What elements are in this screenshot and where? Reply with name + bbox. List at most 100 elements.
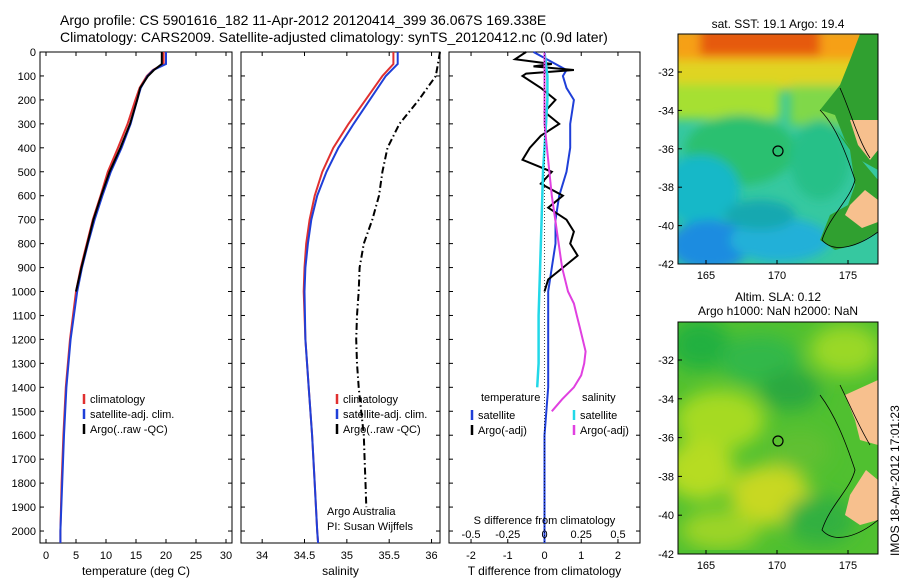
x-tick-label: 34	[256, 550, 268, 562]
y-tick-label: 200	[18, 95, 36, 107]
x-tick-label: 1	[578, 550, 584, 562]
sla-argo-location-marker	[772, 435, 784, 447]
x-axis-label: salinity	[322, 564, 359, 578]
sst-map-land	[850, 120, 878, 160]
legend-label: Argo(..raw -QC)	[343, 424, 421, 436]
series-line-difference-3	[543, 52, 587, 412]
y-tick-label: 0	[30, 47, 36, 59]
panel-frame-salinity	[240, 51, 441, 544]
map-x-tick-label: 165	[697, 560, 715, 572]
legend-label: Argo(-adj)	[478, 425, 527, 437]
top-scale-tick-label: -0.25	[495, 529, 520, 541]
legend-heading-salinity: salinity	[582, 392, 616, 404]
legend-heading-temperature: temperature	[481, 392, 540, 404]
sla-map-title-line2: Argo h1000: NaN h2000: NaN	[697, 304, 859, 318]
sla-map-axes: 165 170 175 -32 -34 -36 -38 -40 -42	[658, 355, 857, 572]
sst-map	[678, 34, 878, 264]
series-line-salinity-1	[303, 52, 399, 544]
map-y-tick-label: -32	[658, 67, 674, 79]
profile-title: Argo profile: CS 5901616_182 11-Apr-2012…	[60, 12, 547, 28]
y-tick-label: 1100	[12, 310, 36, 322]
y-tick-label: 1500	[12, 406, 36, 418]
map-x-tick-label: 175	[839, 270, 857, 282]
x-tick-label: 25	[190, 550, 202, 562]
y-tick-label: 300	[18, 119, 36, 131]
x-tick-label: 30	[220, 550, 232, 562]
y-tick-label: 900	[18, 263, 36, 275]
x-tick-label: 34.5	[294, 550, 315, 562]
profile-panels: 0100200300400500600700800900100011001200…	[12, 47, 641, 578]
y-tick-label: 1800	[12, 478, 36, 490]
legend-label: satellite-adj. clim.	[90, 409, 174, 421]
map-y-tick-label: -32	[658, 355, 674, 367]
x-tick-label: -1	[503, 550, 513, 562]
x-tick-label: 0	[43, 550, 49, 562]
y-tick-label: 1200	[12, 334, 36, 346]
y-tick-label: 2000	[12, 526, 36, 538]
series-line-difference-0	[533, 51, 575, 543]
legend-label: satellite	[478, 410, 515, 422]
x-axis-label: T difference from climatology	[468, 564, 622, 578]
y-tick-label: 400	[18, 143, 36, 155]
sla-map	[678, 322, 878, 554]
panel-frame-temperature	[39, 51, 233, 544]
map-x-tick-label: 165	[697, 270, 715, 282]
x-axis-label: temperature (deg C)	[82, 564, 190, 578]
map-x-tick-label: 175	[839, 560, 857, 572]
x-tick-label: 36	[425, 550, 437, 562]
annotation-line1: Argo Australia	[327, 506, 396, 518]
map-y-tick-label: -34	[658, 394, 674, 406]
map-y-tick-label: -40	[658, 221, 674, 233]
map-y-tick-label: -38	[658, 471, 674, 483]
y-tick-label: 1000	[12, 287, 36, 299]
map-x-tick-label: 170	[768, 560, 786, 572]
sla-map-land	[845, 380, 878, 445]
x-tick-label: 10	[100, 550, 112, 562]
y-tick-label: 1700	[12, 454, 36, 466]
sst-map-axes: 165 170 175 -32 -34 -36 -38 -40 -42	[658, 67, 857, 282]
legend-label: satellite-adj. clim.	[343, 409, 427, 421]
y-tick-label: 1900	[12, 502, 36, 514]
top-scale-tick-label: 0.5	[610, 529, 625, 541]
legend-label: climatology	[343, 394, 399, 406]
x-tick-label: 35	[341, 550, 353, 562]
x-tick-label: 0	[541, 550, 547, 562]
series-line-difference-2	[535, 51, 549, 388]
series-line-salinity-2	[355, 51, 441, 508]
sla-map-title-line1: Altim. SLA: 0.12	[734, 290, 822, 304]
map-y-tick-label: -38	[658, 182, 674, 194]
climatology-title: Climatology: CARS2009. Satellite-adjuste…	[60, 29, 608, 45]
map-y-tick-label: -42	[658, 259, 674, 271]
series-line-temperature-2	[75, 52, 163, 292]
y-tick-label: 700	[18, 215, 36, 227]
y-tick-label: 600	[18, 191, 36, 203]
x-tick-label: 2	[615, 550, 621, 562]
map-y-tick-label: -36	[658, 433, 674, 445]
panel-temperature: 0100200300400500600700800900100011001200…	[12, 47, 233, 578]
y-tick-label: 800	[18, 239, 36, 251]
y-tick-label: 1600	[12, 430, 36, 442]
map-y-tick-label: -34	[658, 105, 674, 117]
x-tick-label: 15	[130, 550, 142, 562]
panel-difference: -2 -1 0 1 2 T difference from climatology temp…	[448, 51, 641, 578]
y-tick-label: 1300	[12, 358, 36, 370]
map-y-tick-label: -40	[658, 510, 674, 522]
y-tick-label: 1400	[12, 382, 36, 394]
y-tick-label: 100	[18, 71, 36, 83]
map-y-tick-label: -36	[658, 144, 674, 156]
top-scale-tick-label: -0.5	[462, 529, 481, 541]
legend-label: satellite	[580, 410, 617, 422]
panel-salinity: 34 34.5 35 35.5 36 salinity climatology satelli…	[240, 51, 441, 578]
map-y-tick-label: -42	[658, 549, 674, 561]
sst-argo-location-marker	[772, 145, 784, 157]
legend-label: climatology	[90, 394, 146, 406]
series-line-difference-1	[512, 51, 579, 292]
legend-label: Argo(-adj)	[580, 425, 629, 437]
top-scale-tick-label: 0.25	[571, 529, 592, 541]
x-tick-label: -2	[466, 550, 476, 562]
legend-label: Argo(..raw -QC)	[90, 424, 168, 436]
y-tick-label: 500	[18, 167, 36, 179]
x-tick-label: 5	[73, 550, 79, 562]
map-x-tick-label: 170	[768, 270, 786, 282]
